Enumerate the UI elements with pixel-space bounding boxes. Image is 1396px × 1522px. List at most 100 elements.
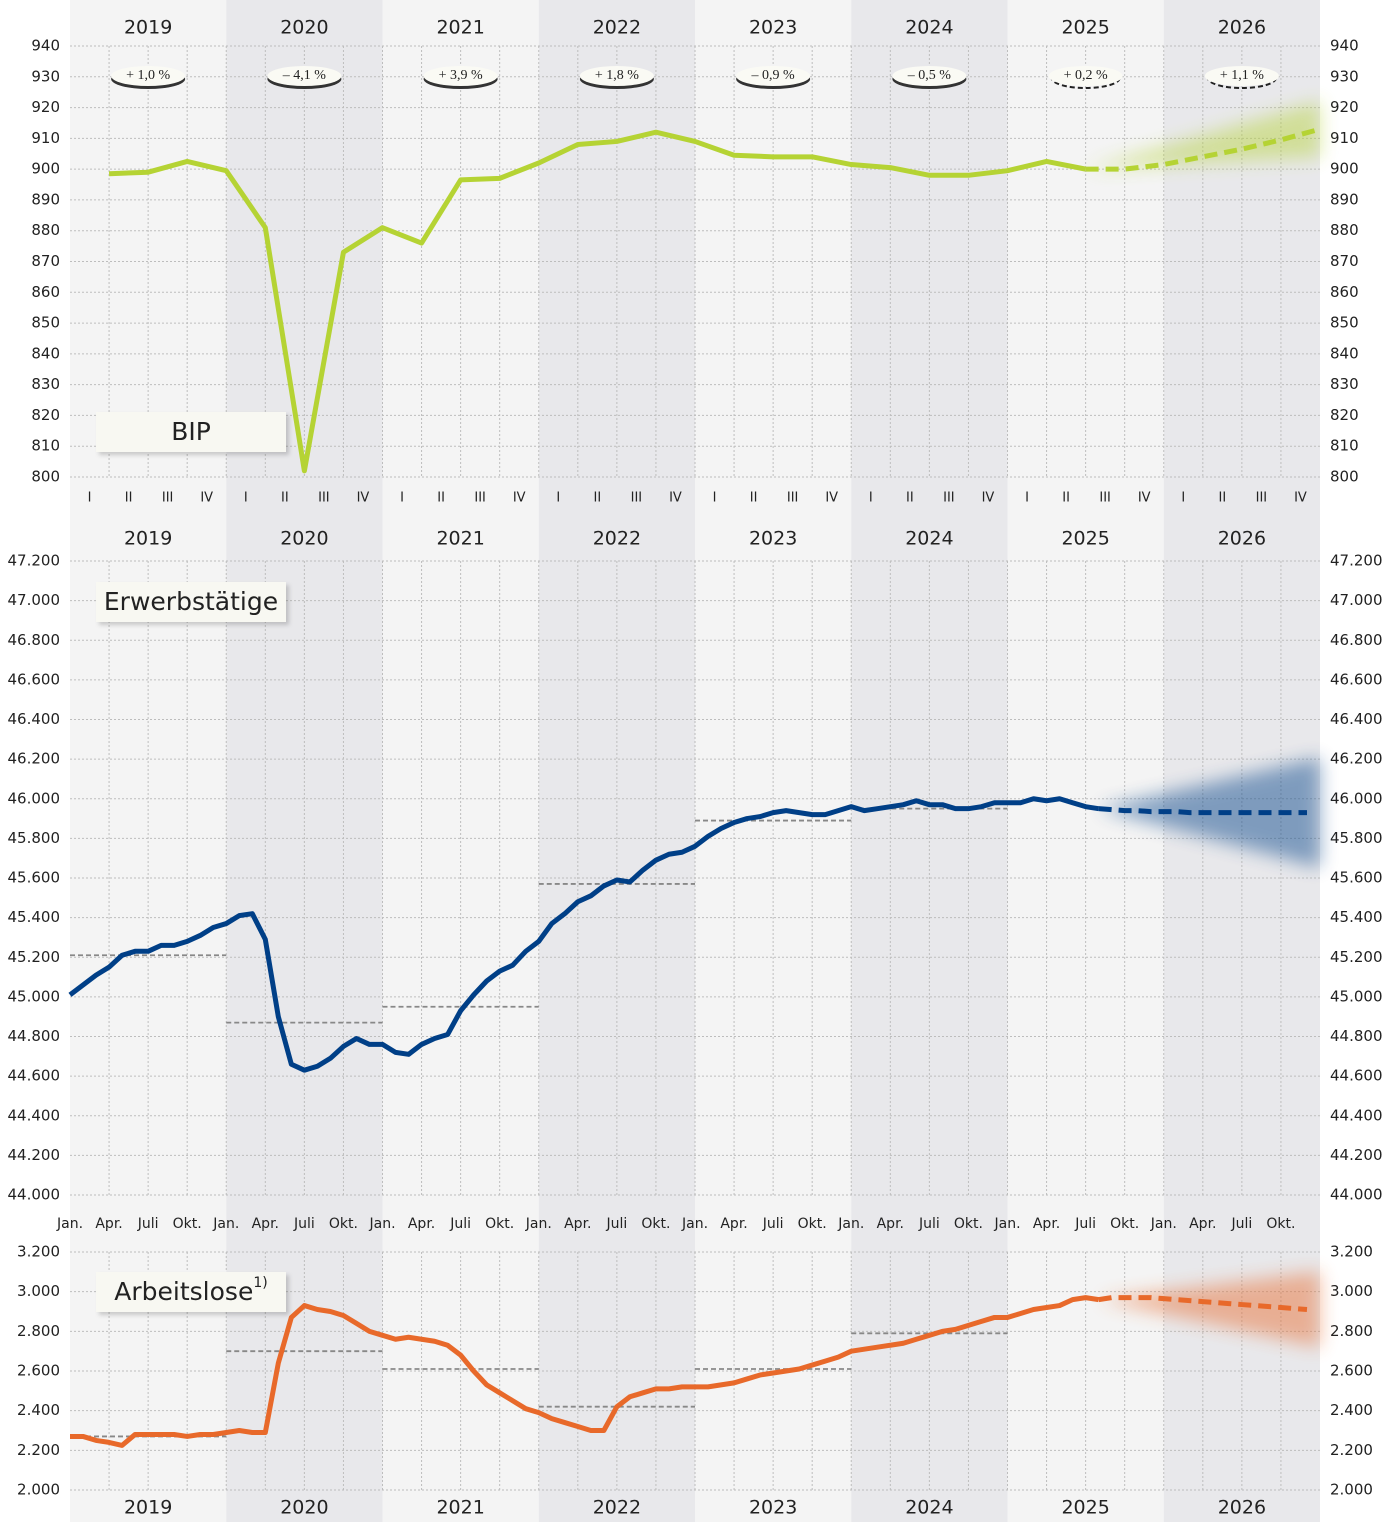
x-tick-label: Jan. — [525, 1216, 552, 1232]
year-label: 2022 — [593, 17, 641, 39]
y2-tick-label: 2.200 — [1330, 1441, 1373, 1459]
year-label: 2020 — [280, 1497, 328, 1519]
year-label: 2020 — [280, 528, 328, 550]
y2-tick-label: 2.800 — [1330, 1322, 1373, 1340]
y2-tick-label: 920 — [1330, 98, 1359, 116]
year-label: 2025 — [1061, 17, 1109, 39]
bubble — [892, 66, 967, 86]
y2-tick-label: 47.200 — [1330, 552, 1383, 570]
y2-tick-label: 800 — [1330, 468, 1359, 486]
x-tick-label: Apr. — [564, 1216, 591, 1232]
y2-tick-label: 910 — [1330, 129, 1359, 147]
y2-tick-label: 46.600 — [1330, 670, 1383, 688]
x-tick-label: IV — [1138, 491, 1151, 506]
y2-tick-label: 44.400 — [1330, 1106, 1383, 1124]
x-tick-label: I — [556, 491, 560, 506]
panel-label: BIP — [171, 417, 211, 446]
y-tick-label: 46.800 — [8, 631, 61, 649]
year-label: 2025 — [1061, 1497, 1109, 1519]
x-tick-label: II — [125, 491, 133, 506]
y-tick-label: 860 — [31, 283, 60, 301]
y2-tick-label: 900 — [1330, 160, 1359, 178]
year-label: 2026 — [1218, 528, 1266, 550]
y-tick-label: 45.400 — [8, 908, 61, 926]
y-tick-label: 46.000 — [8, 789, 61, 807]
year-label: 2021 — [436, 17, 484, 39]
x-tick-label: III — [943, 491, 955, 506]
x-tick-label: I — [713, 491, 717, 506]
bubble — [267, 66, 342, 86]
y-tick-label: 47.200 — [8, 552, 61, 570]
annotation: – 0,5 % — [907, 68, 952, 83]
series-line — [70, 1295, 1100, 1448]
x-tick-label: Apr. — [1033, 1216, 1060, 1232]
x-tick-label: II — [1062, 491, 1070, 506]
y-tick-label: 2.800 — [17, 1322, 60, 1340]
y2-tick-label: 870 — [1330, 252, 1359, 270]
x-tick-label: III — [318, 491, 330, 506]
y2-tick-label: 2.600 — [1330, 1362, 1373, 1380]
x-tick-label: Juli — [137, 1216, 159, 1232]
x-tick-label: IV — [669, 491, 682, 506]
year-label: 2019 — [124, 17, 172, 39]
y-tick-label: 2.600 — [17, 1362, 60, 1380]
x-tick-label: II — [437, 491, 445, 506]
x-tick-label: III — [474, 491, 486, 506]
forecast-band — [1098, 1271, 1320, 1348]
x-tick-label: Okt. — [485, 1216, 514, 1232]
y2-tick-label: 3.000 — [1330, 1282, 1373, 1300]
year-label: 2025 — [1061, 528, 1109, 550]
x-tick-label: Okt. — [173, 1216, 202, 1232]
bubble — [1048, 66, 1123, 86]
year-label: 2021 — [436, 1497, 484, 1519]
y2-tick-label: 44.600 — [1330, 1067, 1383, 1085]
annotation: – 4,1 % — [282, 68, 327, 83]
x-tick-label: IV — [982, 491, 995, 506]
y-tick-label: 45.200 — [8, 948, 61, 966]
panel-label-text: Arbeitslose — [114, 1277, 253, 1306]
bubble — [579, 66, 654, 86]
x-tick-label: I — [88, 491, 92, 506]
x-tick-label: Apr. — [1189, 1216, 1216, 1232]
y2-tick-label: 890 — [1330, 190, 1359, 208]
x-tick-label: Juli — [1230, 1216, 1252, 1232]
panel-label-text: Erwerbstätige — [104, 587, 278, 616]
y2-tick-label: 45.000 — [1330, 987, 1383, 1005]
x-tick-label: Juli — [1074, 1216, 1096, 1232]
x-tick-label: II — [281, 491, 289, 506]
bubble — [736, 66, 811, 86]
y-tick-label: 45.800 — [8, 829, 61, 847]
x-tick-label: I — [244, 491, 248, 506]
y2-tick-label: 850 — [1330, 314, 1359, 332]
y-tick-label: 45.600 — [8, 869, 61, 887]
year-label: 2022 — [593, 1497, 641, 1519]
y-tick-label: 930 — [31, 67, 60, 85]
y2-tick-label: 2.000 — [1330, 1481, 1373, 1499]
annotation: + 1,8 % — [595, 68, 639, 83]
year-label: 2019 — [124, 528, 172, 550]
y2-tick-label: 44.800 — [1330, 1027, 1383, 1045]
y-tick-label: 880 — [31, 221, 60, 239]
y-tick-label: 46.200 — [8, 750, 61, 768]
y2-tick-label: 45.400 — [1330, 908, 1383, 926]
y-tick-label: 46.400 — [8, 710, 61, 728]
y-tick-label: 44.000 — [8, 1186, 61, 1204]
x-tick-label: Okt. — [641, 1216, 670, 1232]
year-label: 2024 — [905, 528, 953, 550]
series-line — [68, 796, 1100, 1073]
bubble — [423, 66, 498, 86]
y-tick-label: 920 — [31, 98, 60, 116]
x-tick-label: I — [1025, 491, 1029, 506]
x-tick-label: Apr. — [252, 1216, 279, 1232]
y2-tick-label: 45.200 — [1330, 948, 1383, 966]
year-label: 2024 — [905, 1497, 953, 1519]
panel-label-note: 1) — [253, 1275, 267, 1291]
y2-tick-label: 44.000 — [1330, 1186, 1383, 1204]
annotation: + 1,1 % — [1220, 68, 1264, 83]
x-tick-label: Juli — [918, 1216, 940, 1232]
y-tick-label: 44.400 — [8, 1106, 61, 1124]
x-tick-label: Apr. — [877, 1216, 904, 1232]
panel-label: Erwerbstätige — [104, 587, 278, 616]
year-label: 2020 — [280, 17, 328, 39]
